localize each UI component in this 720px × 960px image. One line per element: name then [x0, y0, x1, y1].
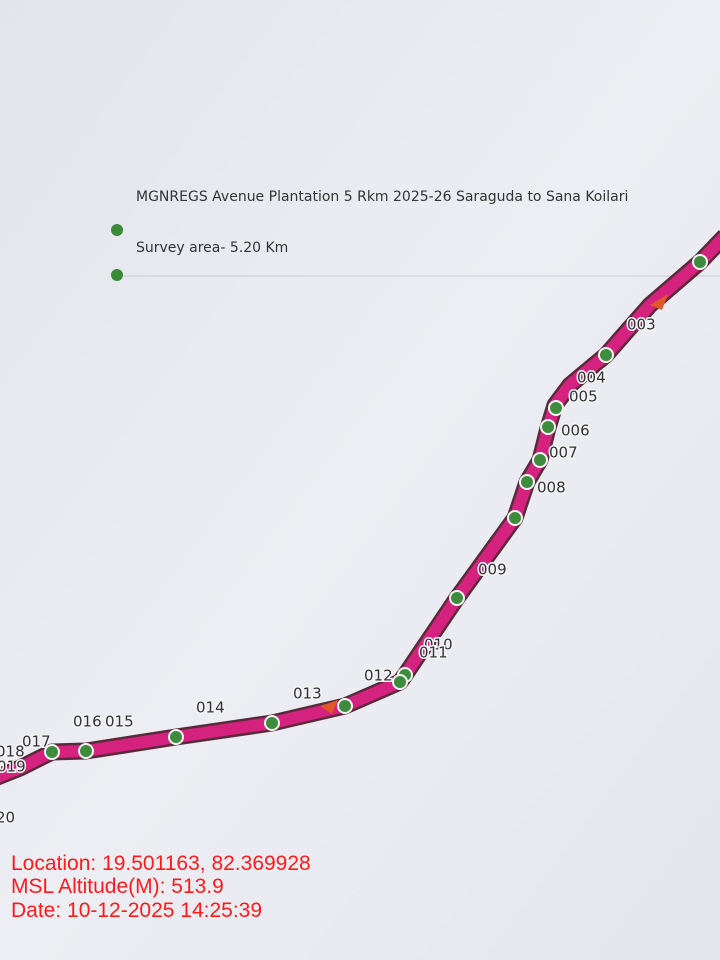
waypoint-label: 012 [364, 667, 393, 685]
waypoint-dot [540, 419, 556, 435]
waypoint-label: 017 [22, 733, 51, 751]
waypoint-label: 019 [0, 758, 26, 776]
location: Location: 19.501163, 82.369928 [11, 852, 311, 875]
waypoint-label: 004 [577, 369, 606, 387]
waypoint-label: 013 [293, 685, 322, 703]
waypoint-label: 005 [569, 388, 598, 406]
waypoint-dot [598, 347, 614, 363]
waypoint-label: 015 [105, 713, 134, 731]
waypoint-dot [519, 474, 535, 490]
waypoint-dots [44, 254, 708, 760]
waypoint-label: 008 [537, 479, 566, 497]
legend-title: MGNREGS Avenue Plantation 5 Rkm 2025-26 … [136, 189, 628, 205]
waypoint-dot [548, 400, 564, 416]
waypoint-dot [44, 744, 60, 760]
date: Date: 10-12-2025 14:25:39 [11, 899, 262, 922]
waypoint-label: 007 [549, 444, 578, 462]
direction-arrow [320, 700, 338, 714]
waypoint-label: 009 [478, 561, 507, 579]
waypoint-label: 003 [627, 316, 656, 334]
waypoint-dot [692, 254, 708, 270]
legend-marker [111, 224, 123, 236]
waypoint-label: 20 [0, 809, 15, 827]
waypoint-labels: 0030040050060070080090100110120130140150… [0, 314, 657, 828]
waypoint-dot [392, 674, 408, 690]
waypoint-dot [78, 743, 94, 759]
waypoint-dot [168, 729, 184, 745]
waypoint-label: 006 [561, 422, 590, 440]
direction-arrow [650, 294, 668, 310]
waypoint-label: 016 [73, 713, 102, 731]
waypoint-label: 014 [196, 699, 225, 717]
waypoint-dot [532, 452, 548, 468]
legend-marker [111, 269, 123, 281]
altitude: MSL Altitude(M): 513.9 [11, 875, 224, 898]
waypoint-dot [449, 590, 465, 606]
waypoint-dot [507, 510, 523, 526]
waypoint-dot [337, 698, 353, 714]
waypoint-label: 011 [419, 644, 448, 662]
legend-subtitle: Survey area- 5.20 Km [136, 240, 288, 256]
waypoint-label: 018 [0, 743, 25, 761]
waypoint-label: 010 [424, 636, 453, 654]
waypoint-dot [264, 715, 280, 731]
